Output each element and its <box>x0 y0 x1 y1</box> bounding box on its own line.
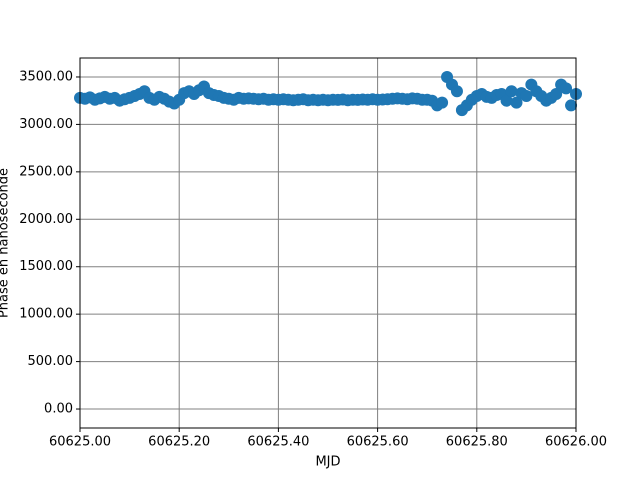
x-tick-label: 60626.00 <box>545 435 607 450</box>
x-tick-label: 60625.00 <box>49 435 111 450</box>
data-point <box>550 88 563 101</box>
y-tick-label: 500.00 <box>28 354 74 369</box>
data-point <box>520 89 533 102</box>
y-tick-label: 1000.00 <box>19 307 73 322</box>
marks <box>74 70 582 117</box>
data-point <box>450 85 463 98</box>
ticks: 60625.00 60625.20 60625.40 60625.60 60625.80… <box>19 69 607 449</box>
data-point <box>510 96 523 109</box>
data-point <box>505 85 518 98</box>
y-tick-label: 1500.00 <box>19 259 73 274</box>
y-tick-label: 2000.00 <box>19 212 73 227</box>
data-point <box>560 82 573 95</box>
y-tick-label: 2500.00 <box>19 164 73 179</box>
y-axis-label: Phase en nanoseconde <box>0 168 12 318</box>
axes-frame <box>79 57 577 429</box>
data-point <box>500 94 513 107</box>
x-tick-label: 60625.20 <box>148 435 210 450</box>
x-axis-label: MJD <box>315 455 340 470</box>
x-tick-label: 60625.80 <box>446 435 508 450</box>
x-tick-label: 60625.60 <box>347 435 409 450</box>
y-tick-label: 0.00 <box>44 402 73 417</box>
data-point <box>436 96 449 109</box>
data-point <box>565 99 578 112</box>
y-tick-label: 3000.00 <box>19 117 73 132</box>
x-tick-label: 60625.40 <box>247 435 309 450</box>
y-tick-label: 3500.00 <box>19 69 73 84</box>
